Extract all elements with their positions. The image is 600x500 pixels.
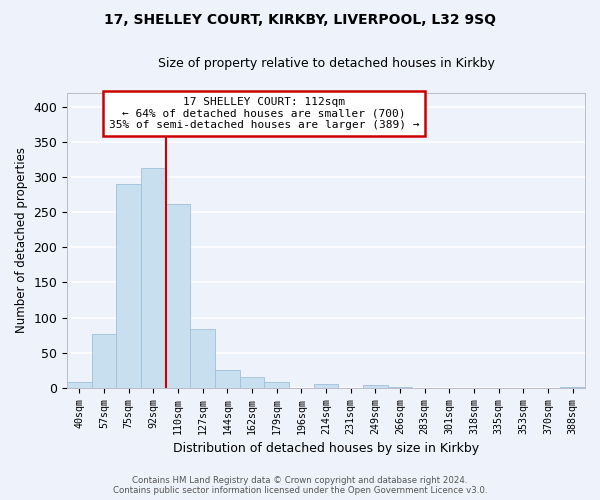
Bar (92, 334, 116, 388)
Bar (314, 384, 338, 388)
Bar (215, 370, 240, 388)
Text: 17, SHELLEY COURT, KIRKBY, LIVERPOOL, L32 9SQ: 17, SHELLEY COURT, KIRKBY, LIVERPOOL, L3… (104, 12, 496, 26)
Bar (190, 329, 215, 388)
Text: Contains HM Land Registry data © Crown copyright and database right 2024.
Contai: Contains HM Land Registry data © Crown c… (113, 476, 487, 495)
Bar (363, 385, 388, 388)
Bar (560, 386, 585, 388)
Bar (67, 382, 92, 388)
Bar (166, 204, 190, 388)
Title: Size of property relative to detached houses in Kirkby: Size of property relative to detached ho… (158, 58, 494, 70)
Bar (240, 376, 265, 388)
Y-axis label: Number of detached properties: Number of detached properties (15, 147, 28, 333)
X-axis label: Distribution of detached houses by size in Kirkby: Distribution of detached houses by size … (173, 442, 479, 455)
Bar (265, 382, 289, 388)
Bar (388, 386, 412, 388)
Bar (116, 184, 141, 388)
Bar (141, 168, 166, 388)
Text: 17 SHELLEY COURT: 112sqm
← 64% of detached houses are smaller (700)
35% of semi-: 17 SHELLEY COURT: 112sqm ← 64% of detach… (109, 97, 419, 130)
